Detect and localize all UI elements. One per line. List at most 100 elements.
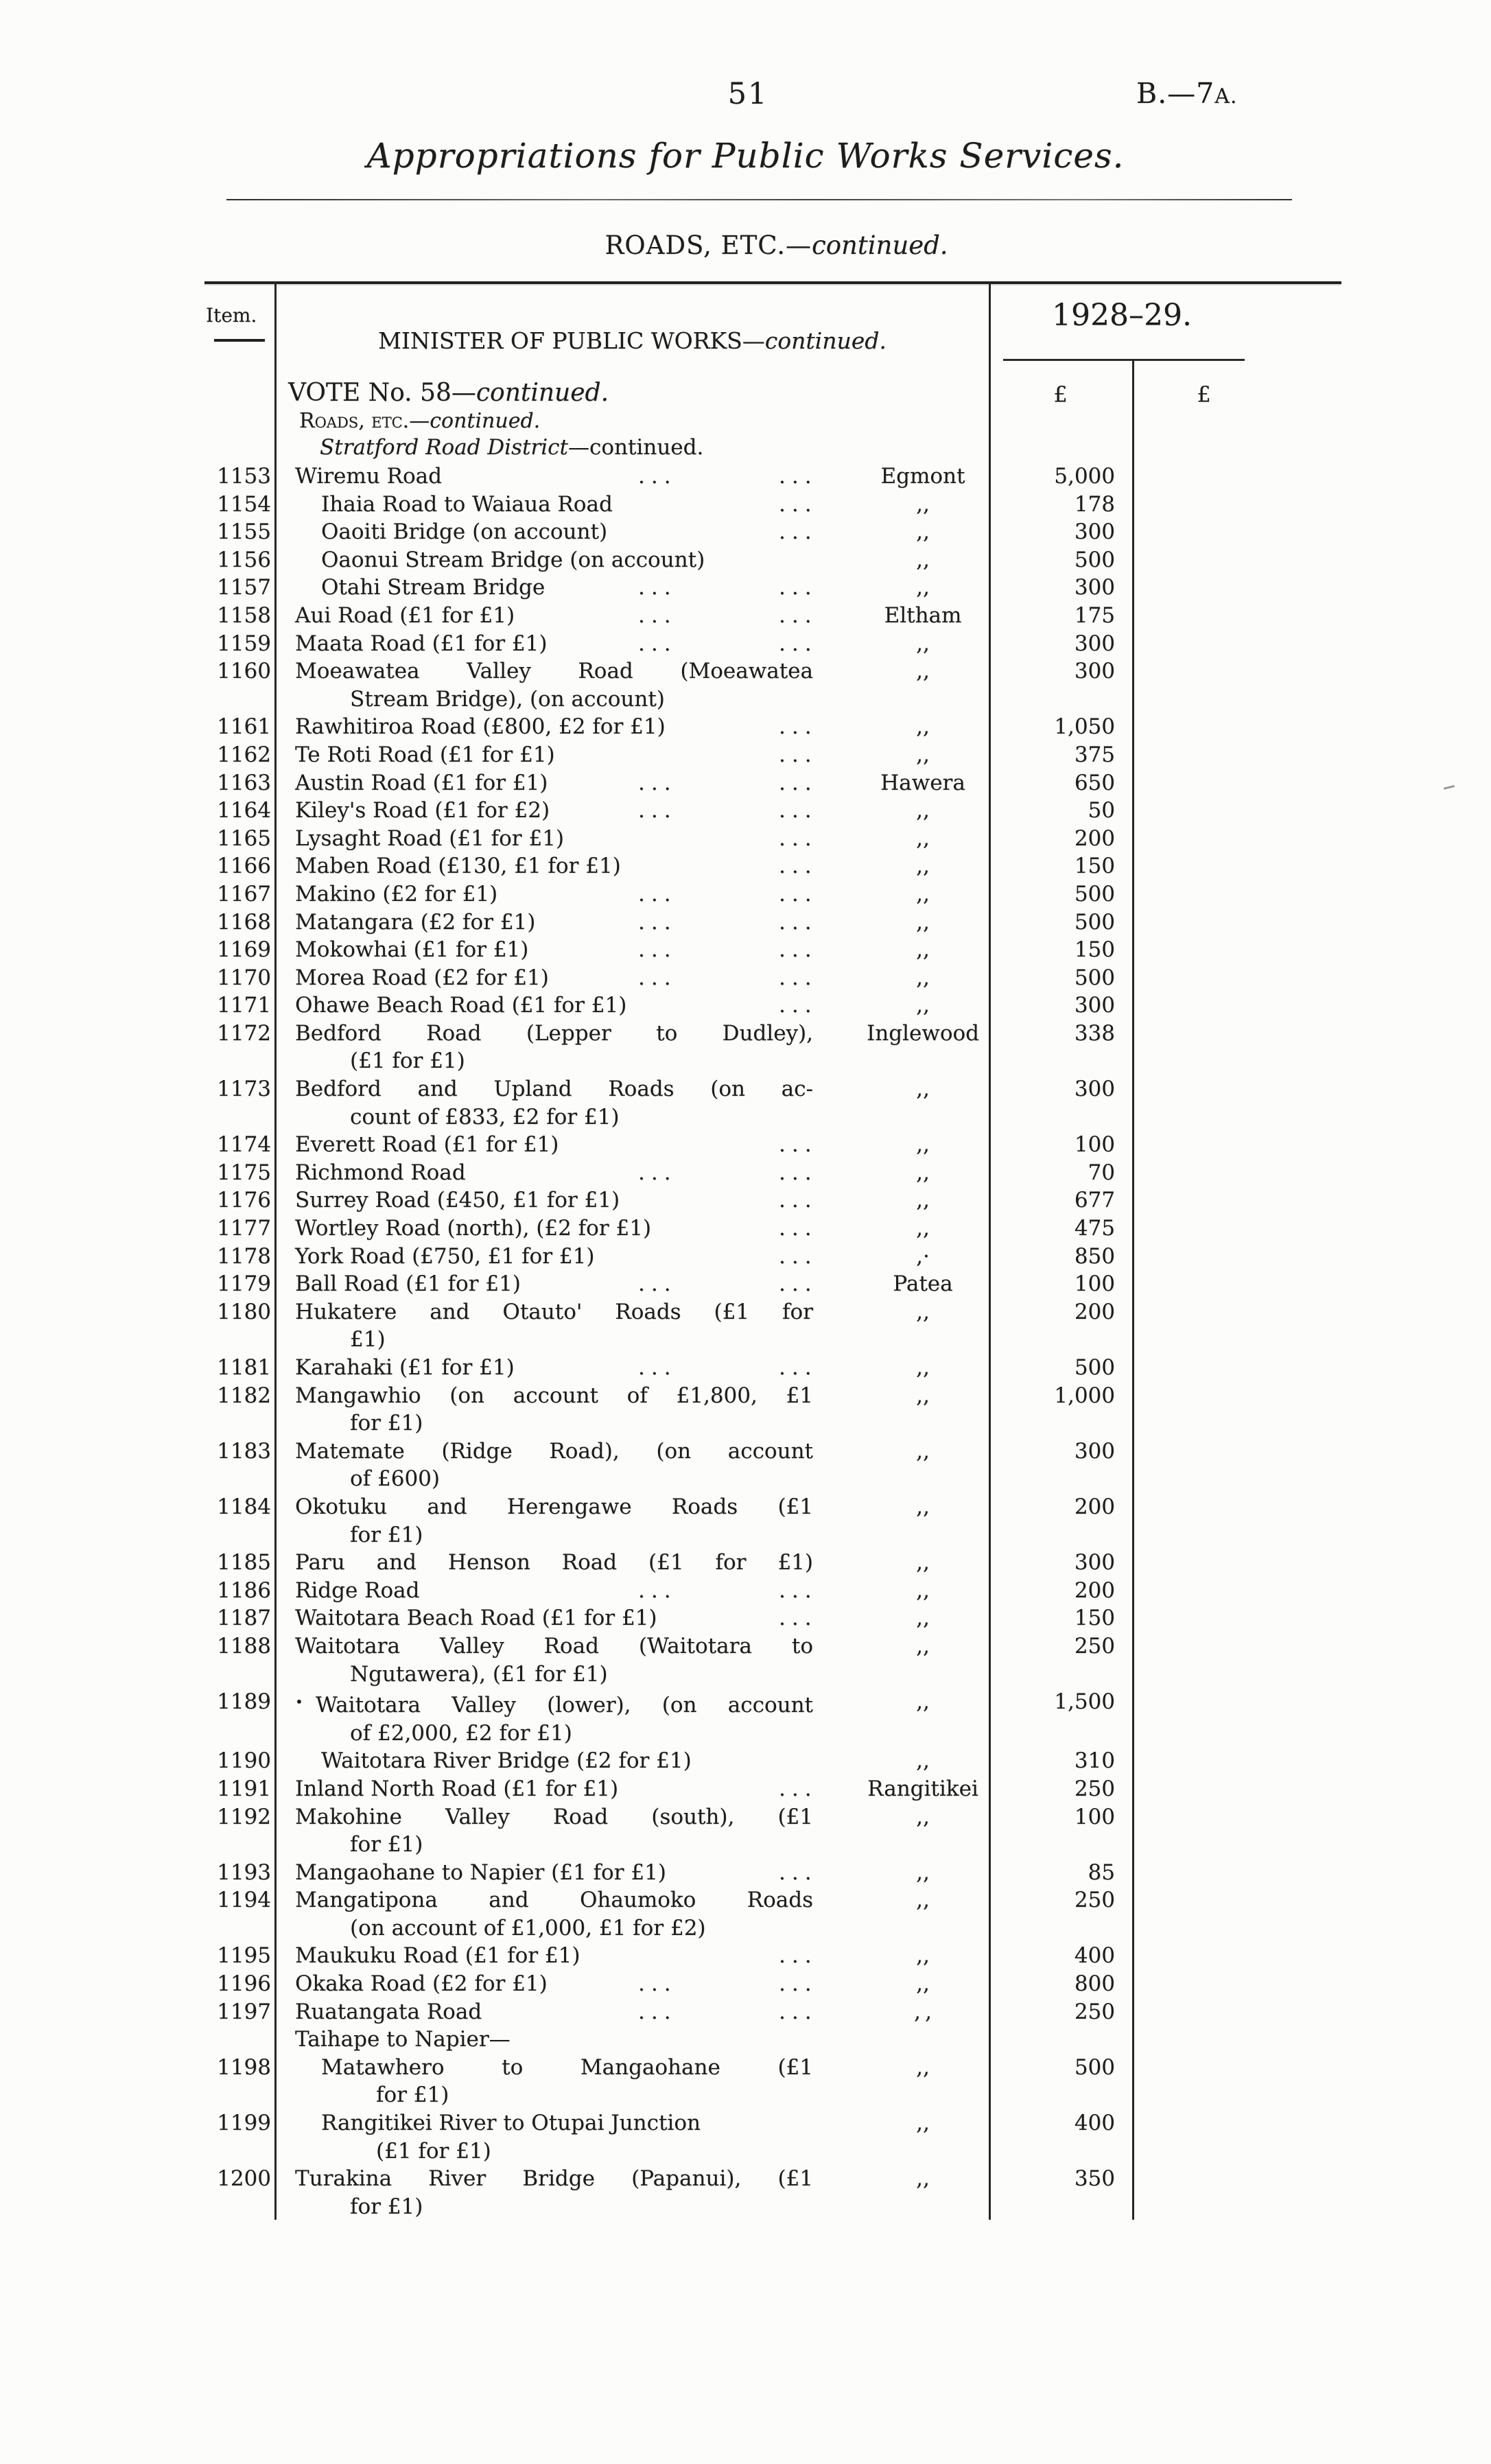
leader-dots: ... bbox=[779, 714, 818, 740]
description-line: (£1 for £1) bbox=[350, 1048, 465, 1074]
description-line: Mangatipona and Ohaumoko Roads bbox=[295, 1888, 813, 1913]
description-line: Matangara (£2 for £1)...... bbox=[295, 908, 813, 937]
road-description: Matemate (Ridge Road), (on account of £60… bbox=[295, 1438, 1026, 1493]
amount: 500 bbox=[1074, 547, 1115, 572]
table-row: 1200 Turakina River Bridge (Papanui), (£1… bbox=[202, 2165, 1341, 2220]
leader-dots: ... bbox=[779, 1776, 818, 1801]
description-line: for £1) bbox=[350, 2194, 423, 2219]
road-description: Wiremu Road...... bbox=[295, 462, 1026, 491]
item-number: 1157 bbox=[217, 575, 271, 600]
description-line: Oaoiti Bridge (on account)... bbox=[321, 518, 813, 546]
table-row: 1175 Richmond Road......,, 70 bbox=[202, 1159, 1341, 1187]
item-number: 1160 bbox=[217, 659, 271, 684]
amount: 250 bbox=[1074, 1633, 1115, 1658]
road-description: Inland North Road (£1 for £1)... bbox=[295, 1775, 1026, 1803]
road-description: Ridge Road...... bbox=[295, 1577, 1026, 1605]
item-number: 1175 bbox=[217, 1160, 271, 1185]
description-line: for £1) bbox=[350, 1522, 423, 1547]
table-row: 1181 Karahaki (£1 for £1)......,, 500 bbox=[202, 1354, 1341, 1382]
section-heading-main: ROADS, ETC.— bbox=[604, 231, 812, 260]
item-number: 1176 bbox=[217, 1188, 271, 1213]
amount: 800 bbox=[1074, 1971, 1115, 1997]
description-line: Morea Road (£2 for £1)...... bbox=[295, 964, 813, 992]
item-number: 1188 bbox=[217, 1633, 271, 1658]
road-description: Richmond Road...... bbox=[295, 1159, 1026, 1187]
second-amount-column-rule bbox=[1132, 360, 1134, 2220]
description-line: Maata Road (£1 for £1)...... bbox=[295, 630, 813, 658]
table-row: 1186 Ridge Road......,, 200 bbox=[202, 1577, 1341, 1605]
amount: 1,050 bbox=[1054, 714, 1115, 740]
leader-dots: ... bbox=[779, 937, 818, 963]
road-description: Ohawe Beach Road (£1 for £1)... bbox=[295, 992, 1026, 1020]
amount: 250 bbox=[1074, 1999, 1115, 2024]
table-row: 1165 Lysaght Road (£1 for £1)...,, 200 bbox=[202, 825, 1341, 853]
item-number: 1164 bbox=[217, 798, 271, 823]
leader-dots: ... bbox=[638, 1577, 677, 1603]
leader-dots: ... bbox=[638, 1355, 677, 1380]
locality: ,, bbox=[916, 1577, 930, 1603]
description-line: Te Roti Road (£1 for £1)... bbox=[295, 741, 813, 769]
locality: ,, bbox=[916, 1804, 930, 1829]
locality: ,, bbox=[916, 547, 930, 572]
leader-dots: ... bbox=[779, 1606, 818, 1631]
scan-artifact bbox=[1443, 785, 1455, 790]
locality: ,, bbox=[916, 825, 930, 851]
description-line: Taihape to Napier— bbox=[295, 2027, 510, 2052]
amount: 150 bbox=[1074, 1606, 1115, 1631]
table-row: 1176 Surrey Road (£450, £1 for £1)...,, 67… bbox=[202, 1186, 1341, 1215]
table-row: 1173 Bedford and Upland Roads (on ac-coun… bbox=[202, 1075, 1341, 1131]
amount: 400 bbox=[1074, 2111, 1115, 2136]
table-row: 1171 Ohawe Beach Road (£1 for £1)...,, 300 bbox=[202, 992, 1341, 1020]
road-description: Bedford Road (Lepper to Dudley), (£1 for … bbox=[295, 1020, 1026, 1075]
locality: ,, bbox=[916, 631, 930, 656]
item-column-header: Item. bbox=[206, 304, 257, 327]
item-number: 1193 bbox=[217, 1859, 271, 1885]
district-headnote-continued: —continued. bbox=[567, 435, 704, 460]
locality: ,, bbox=[916, 575, 930, 600]
amount: 100 bbox=[1074, 1804, 1115, 1829]
road-description: Hukatere and Otauto' Roads (£1 for £1) bbox=[295, 1298, 1026, 1354]
description-line: Ruatangata Road...... bbox=[295, 1998, 813, 2026]
leader-dots: ... bbox=[779, 464, 818, 489]
description-line: Ridge Road...... bbox=[295, 1577, 813, 1605]
leader-dots: ... bbox=[779, 1999, 818, 2024]
item-number: 1200 bbox=[217, 2166, 271, 2192]
amount: 500 bbox=[1074, 965, 1115, 990]
item-number: 1170 bbox=[217, 965, 271, 990]
locality: Patea bbox=[893, 1271, 953, 1297]
item-number: 1169 bbox=[217, 937, 271, 963]
locality: ,, bbox=[916, 1132, 930, 1158]
vote-headnote-continued: continued. bbox=[476, 379, 609, 407]
table-row: 1169 Mokowhai (£1 for £1)......,, 150 bbox=[202, 936, 1341, 964]
item-number: 1177 bbox=[217, 1216, 271, 1241]
locality: ,, bbox=[916, 1859, 930, 1885]
description-line: Waitotara Beach Road (£1 for £1)... bbox=[295, 1604, 813, 1632]
table-row: 1153 Wiremu Road...... Egmont 5,000 bbox=[202, 462, 1341, 491]
roads-headnote: Roads, etc.—continued. bbox=[299, 409, 540, 433]
table-row: 1192 Makohine Valley Road (south), (£1 for… bbox=[202, 1803, 1341, 1859]
description-line: Makino (£2 for £1)...... bbox=[295, 880, 813, 908]
road-description: Bedford and Upland Roads (on ac-count of… bbox=[295, 1075, 1026, 1131]
amount: 375 bbox=[1074, 742, 1115, 767]
locality: ,, bbox=[916, 2054, 930, 2080]
locality: ,, bbox=[916, 1494, 930, 1519]
amount: 300 bbox=[1074, 1077, 1115, 1102]
table-row: 1189 • Waitotara Valley (lower), (on accou… bbox=[202, 1688, 1341, 1747]
item-number: 1174 bbox=[217, 1132, 271, 1158]
leader-dots: ... bbox=[779, 1243, 818, 1269]
amount: 200 bbox=[1074, 1494, 1115, 1519]
locality: ,, bbox=[916, 2166, 930, 2192]
locality: , , bbox=[914, 1999, 932, 2024]
section-heading-continued: continued. bbox=[812, 231, 948, 260]
road-description: Mangawhio (on account of £1,800, £1 for £… bbox=[295, 1382, 1026, 1438]
road-description: Oaoiti Bridge (on account)... bbox=[295, 518, 1026, 546]
table-row: 1168 Matangara (£2 for £1)......,, 500 bbox=[202, 908, 1341, 937]
leader-dots: ... bbox=[779, 519, 818, 545]
locality: ,, bbox=[916, 1188, 930, 1213]
amount: 50 bbox=[1088, 798, 1115, 823]
description-line: (on account of £1,000, £1 for £2) bbox=[350, 1915, 706, 1940]
table-row: 1185 Paru and Henson Road (£1 for £1),, 30… bbox=[202, 1549, 1341, 1577]
description-line: Ngutawera), (£1 for £1) bbox=[350, 1661, 608, 1687]
leader-dots: ... bbox=[638, 937, 677, 963]
